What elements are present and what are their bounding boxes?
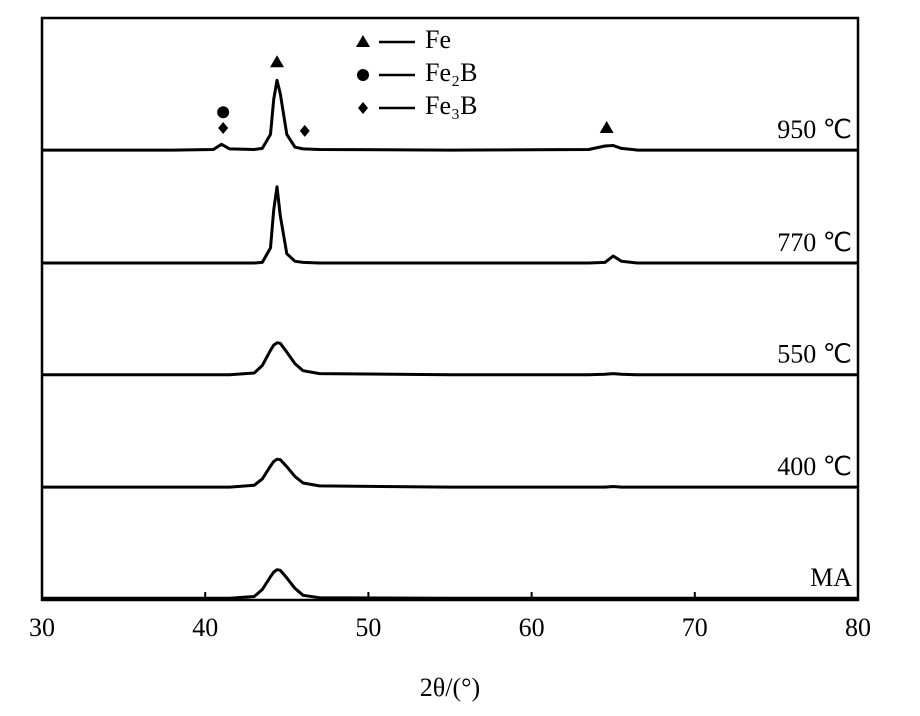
series-line [42,457,858,489]
plot-frame [40,16,860,602]
series-label: 550 ℃ [777,340,852,369]
series-label: 950 ℃ [777,115,852,144]
x-tick-label: 30 [29,613,55,642]
phase-marker [299,124,310,137]
series-label: MA [810,563,852,592]
phase-marker [599,120,614,133]
series-label: 400 ℃ [777,452,852,481]
series-line [42,78,858,152]
x-tick-label: 80 [845,613,871,642]
phase-marker [218,121,229,134]
x-tick-label: 50 [355,613,381,642]
series-label: 770 ℃ [777,228,852,257]
legend-symbol [356,35,370,47]
legend-symbol [358,102,368,114]
series-line [42,185,858,265]
phase-marker [270,55,285,68]
legend-label: Fe [425,25,451,54]
x-tick-label: 70 [682,613,708,642]
x-axis-label: 2θ/(°) [420,673,480,702]
legend-label: Fe₂B [425,58,477,87]
series-line [42,341,858,377]
series-line [42,568,858,600]
phase-marker [217,106,230,119]
legend-symbol [357,69,369,81]
x-tick-label: 60 [519,613,545,642]
legend-label: Fe₃B [425,91,477,120]
x-tick-label: 40 [192,613,218,642]
